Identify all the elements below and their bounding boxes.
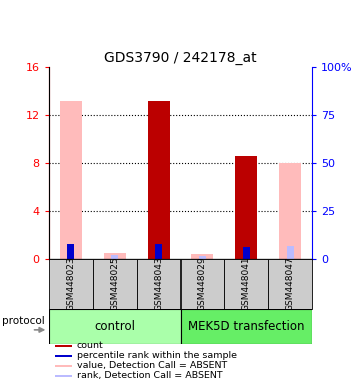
Bar [268, 259, 312, 309]
Bar [55, 375, 72, 377]
Bar [180, 259, 225, 309]
Bar [287, 246, 293, 259]
Bar [111, 255, 118, 259]
Bar [104, 253, 126, 259]
Text: protocol: protocol [3, 316, 45, 326]
Bar [155, 244, 162, 259]
Text: GSM448025: GSM448025 [110, 257, 119, 311]
Bar [49, 309, 180, 344]
Text: GSM448043: GSM448043 [154, 257, 163, 311]
Bar [93, 259, 136, 309]
Bar [279, 163, 301, 259]
Bar [199, 256, 206, 259]
Text: percentile rank within the sample: percentile rank within the sample [77, 351, 237, 360]
Text: GSM448041: GSM448041 [242, 257, 251, 311]
Bar [55, 355, 72, 357]
Text: control: control [94, 320, 135, 333]
Title: GDS3790 / 242178_at: GDS3790 / 242178_at [104, 51, 257, 65]
Bar [55, 344, 72, 347]
Text: count: count [77, 341, 104, 350]
Bar [68, 244, 74, 259]
Text: GSM448047: GSM448047 [286, 257, 295, 311]
Text: GSM448029: GSM448029 [198, 257, 207, 311]
Text: value, Detection Call = ABSENT: value, Detection Call = ABSENT [77, 361, 227, 370]
Bar [225, 259, 268, 309]
Bar [235, 156, 257, 259]
Text: MEK5D transfection: MEK5D transfection [188, 320, 305, 333]
Bar [191, 254, 213, 259]
Bar [55, 365, 72, 367]
Bar [243, 247, 250, 259]
Bar [136, 259, 180, 309]
Bar [49, 259, 93, 309]
Bar [180, 309, 312, 344]
Text: rank, Detection Call = ABSENT: rank, Detection Call = ABSENT [77, 371, 222, 381]
Text: GSM448023: GSM448023 [66, 257, 75, 311]
Bar [60, 101, 82, 259]
Bar [148, 101, 170, 259]
